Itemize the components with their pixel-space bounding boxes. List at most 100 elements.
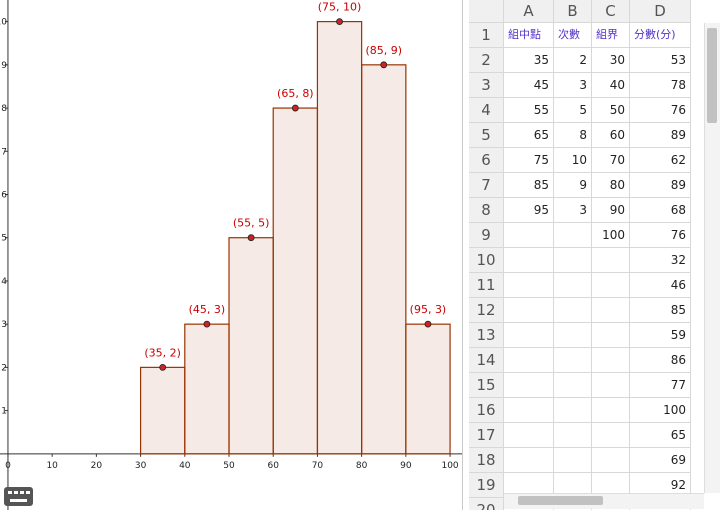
- cell[interactable]: [504, 323, 554, 348]
- row-header[interactable]: 16: [469, 398, 504, 423]
- cell[interactable]: [554, 223, 592, 248]
- row-header[interactable]: 15: [469, 373, 504, 398]
- cell[interactable]: 59: [630, 323, 691, 348]
- cell[interactable]: 76: [630, 98, 691, 123]
- cell[interactable]: [504, 423, 554, 448]
- cell[interactable]: [504, 248, 554, 273]
- cell[interactable]: 30: [592, 48, 630, 73]
- cell[interactable]: [504, 273, 554, 298]
- row-header[interactable]: 14: [469, 348, 504, 373]
- cell[interactable]: 3: [554, 73, 592, 98]
- cell[interactable]: [554, 248, 592, 273]
- cell[interactable]: [554, 448, 592, 473]
- cell[interactable]: 3: [554, 198, 592, 223]
- cell[interactable]: 76: [630, 223, 691, 248]
- cell[interactable]: [592, 298, 630, 323]
- cell[interactable]: 85: [630, 298, 691, 323]
- cell[interactable]: 40: [592, 73, 630, 98]
- cell[interactable]: [504, 298, 554, 323]
- cell[interactable]: [592, 273, 630, 298]
- row-header[interactable]: 9: [469, 223, 504, 248]
- cell[interactable]: 5: [554, 98, 592, 123]
- cell[interactable]: 50: [592, 98, 630, 123]
- vertical-scrollbar[interactable]: [704, 23, 720, 493]
- row-header[interactable]: 6: [469, 148, 504, 173]
- cell[interactable]: [554, 348, 592, 373]
- row-header[interactable]: 17: [469, 423, 504, 448]
- cell[interactable]: 85: [504, 173, 554, 198]
- cell[interactable]: 46: [630, 273, 691, 298]
- cell[interactable]: 組界: [592, 23, 630, 48]
- row-header[interactable]: 20: [469, 498, 504, 510]
- cell[interactable]: 65: [630, 423, 691, 448]
- cell[interactable]: [554, 298, 592, 323]
- cell[interactable]: [504, 398, 554, 423]
- row-header[interactable]: 11: [469, 273, 504, 298]
- row-header[interactable]: 4: [469, 98, 504, 123]
- column-header[interactable]: C: [592, 0, 630, 23]
- cell[interactable]: 35: [504, 48, 554, 73]
- cell[interactable]: 75: [504, 148, 554, 173]
- cell[interactable]: 2: [554, 48, 592, 73]
- cell[interactable]: 55: [504, 98, 554, 123]
- cell[interactable]: [592, 248, 630, 273]
- column-header[interactable]: A: [504, 0, 554, 23]
- cell[interactable]: 68: [630, 198, 691, 223]
- cell[interactable]: [504, 373, 554, 398]
- cell[interactable]: 86: [630, 348, 691, 373]
- row-header[interactable]: 12: [469, 298, 504, 323]
- cell[interactable]: [592, 423, 630, 448]
- cell[interactable]: 80: [592, 173, 630, 198]
- cell[interactable]: [592, 348, 630, 373]
- cell[interactable]: 次數: [554, 23, 592, 48]
- row-header[interactable]: 10: [469, 248, 504, 273]
- cell[interactable]: 89: [630, 173, 691, 198]
- row-header[interactable]: 18: [469, 448, 504, 473]
- row-header[interactable]: 5: [469, 123, 504, 148]
- vertical-thumb[interactable]: [707, 28, 717, 123]
- cell[interactable]: 77: [630, 373, 691, 398]
- cell[interactable]: [554, 423, 592, 448]
- cell[interactable]: 分數(分): [630, 23, 691, 48]
- cell[interactable]: 100: [592, 223, 630, 248]
- cell[interactable]: 95: [504, 198, 554, 223]
- column-header[interactable]: B: [554, 0, 592, 23]
- cell[interactable]: 90: [592, 198, 630, 223]
- row-header[interactable]: 7: [469, 173, 504, 198]
- cell[interactable]: 89: [630, 123, 691, 148]
- cell[interactable]: 9: [554, 173, 592, 198]
- cell[interactable]: [592, 373, 630, 398]
- row-header[interactable]: 19: [469, 473, 504, 498]
- cell[interactable]: 69: [630, 448, 691, 473]
- corner[interactable]: [469, 0, 504, 23]
- cell[interactable]: 8: [554, 123, 592, 148]
- cell[interactable]: [504, 448, 554, 473]
- cell[interactable]: 78: [630, 73, 691, 98]
- cell[interactable]: 60: [592, 123, 630, 148]
- cell[interactable]: [592, 323, 630, 348]
- cell[interactable]: 65: [504, 123, 554, 148]
- cell[interactable]: [504, 223, 554, 248]
- keyboard-icon[interactable]: [4, 487, 33, 506]
- cell[interactable]: 100: [630, 398, 691, 423]
- cell[interactable]: [554, 323, 592, 348]
- cell[interactable]: [592, 448, 630, 473]
- cell[interactable]: 組中點: [504, 23, 554, 48]
- cell[interactable]: 32: [630, 248, 691, 273]
- cell[interactable]: 70: [592, 148, 630, 173]
- cell[interactable]: [554, 373, 592, 398]
- cell[interactable]: [554, 398, 592, 423]
- cell[interactable]: 62: [630, 148, 691, 173]
- cell[interactable]: 53: [630, 48, 691, 73]
- row-header[interactable]: 2: [469, 48, 504, 73]
- column-header[interactable]: D: [630, 0, 691, 23]
- cell[interactable]: [554, 273, 592, 298]
- cell[interactable]: 10: [554, 148, 592, 173]
- cell[interactable]: 45: [504, 73, 554, 98]
- row-header[interactable]: 13: [469, 323, 504, 348]
- row-header[interactable]: 1: [469, 23, 504, 48]
- cell[interactable]: [592, 398, 630, 423]
- row-header[interactable]: 3: [469, 73, 504, 98]
- horizontal-thumb[interactable]: [518, 496, 603, 505]
- cell[interactable]: [504, 348, 554, 373]
